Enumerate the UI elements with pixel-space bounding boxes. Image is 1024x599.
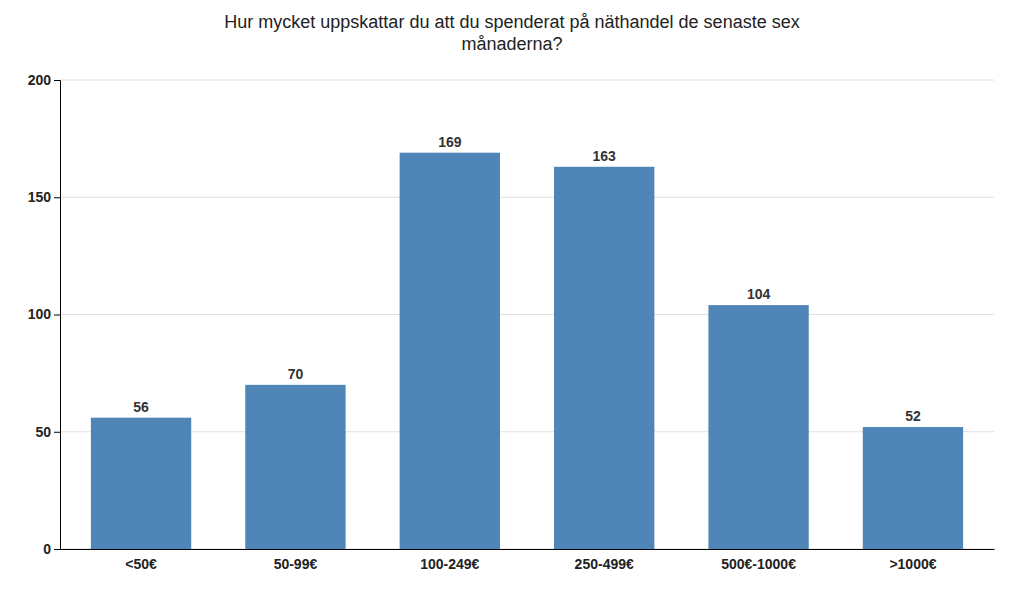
grid-line [60, 549, 994, 550]
x-tick: 50-99€ [274, 556, 318, 572]
bar [554, 167, 654, 549]
y-tick-label: 150 [28, 189, 52, 205]
x-tick: >1000€ [889, 556, 936, 572]
chart: Hur mycket uppskattar du att du spendera… [0, 0, 1024, 599]
x-tick: 100-249€ [420, 556, 479, 572]
x-axis: <50€ 50-99€ 100-249€ 250-499€ 500€-1000€ >100… [61, 550, 995, 572]
x-axis-line [61, 549, 995, 550]
x-tick-label: 100-249€ [420, 556, 479, 572]
x-tick-label: 500€-1000€ [721, 556, 796, 572]
grid-line [60, 431, 994, 432]
y-tick-label: 100 [28, 306, 52, 322]
data-label: 52 [905, 408, 921, 424]
y-tick: 150 [28, 189, 60, 205]
data-label: 104 [747, 286, 771, 302]
grid-line [60, 80, 994, 81]
y-tick-mark [54, 80, 60, 81]
plot: 56 70 169 163 104 52 <50€ 50-99€ 100-249€ 250-499… [28, 72, 995, 572]
y-tick-label: 0 [43, 541, 51, 557]
bar [91, 418, 191, 549]
y-tick-mark [54, 197, 60, 198]
y-tick-mark [54, 549, 60, 550]
grid [60, 80, 994, 549]
data-label: 70 [288, 366, 304, 382]
title: Hur mycket uppskattar du att du spendera… [224, 12, 799, 54]
data-label: 169 [438, 134, 462, 150]
y-tick: 50 [35, 424, 60, 440]
y-tick: 200 [28, 72, 60, 88]
x-tick: <50€ [125, 556, 157, 572]
y-tick: 100 [28, 306, 60, 322]
y-axis-line [54, 81, 61, 550]
title-line: Hur mycket uppskattar du att du spendera… [224, 12, 799, 32]
y-tick-mark [54, 315, 60, 316]
data-labels: 56 70 169 163 104 52 [133, 134, 921, 424]
x-tick: 500€-1000€ [721, 556, 796, 572]
bar [863, 427, 963, 549]
x-tick: 250-499€ [575, 556, 634, 572]
x-tick-label: 50-99€ [274, 556, 318, 572]
grid-line [60, 197, 994, 198]
y-tick-label: 200 [28, 72, 52, 88]
x-tick-label: 250-499€ [575, 556, 634, 572]
y-tick-label: 50 [35, 424, 51, 440]
y-axis: 0 50 100 150 200 [28, 72, 61, 557]
bar [245, 385, 345, 549]
x-tick-label: <50€ [125, 556, 157, 572]
title-line: månaderna? [461, 34, 562, 54]
bar [400, 153, 500, 549]
y-tick: 0 [43, 541, 60, 557]
y-tick-mark [54, 432, 60, 433]
grid-line [60, 314, 994, 315]
data-label: 163 [593, 148, 617, 164]
bars [91, 153, 963, 549]
x-tick-label: >1000€ [889, 556, 936, 572]
bar [708, 305, 808, 549]
data-label: 56 [133, 399, 149, 415]
